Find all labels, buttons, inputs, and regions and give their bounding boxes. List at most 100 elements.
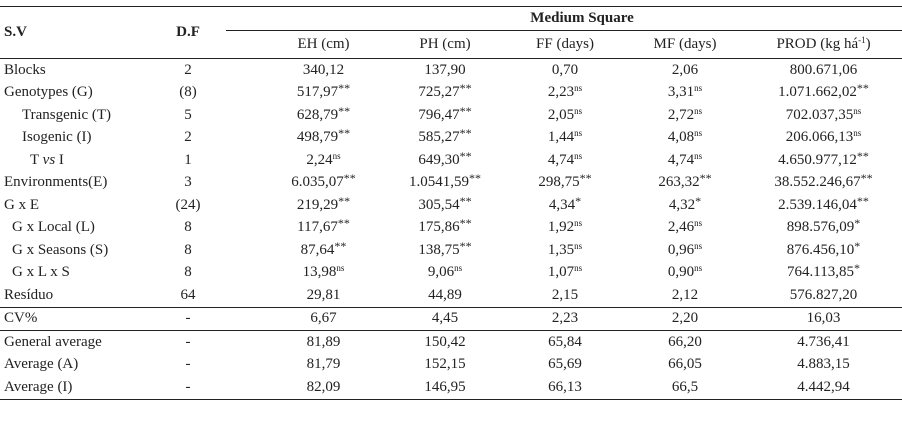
cell-eh: 628,79** xyxy=(296,103,351,123)
cell-eh: 498,79** xyxy=(296,126,351,146)
anova-table: S.V D.F Medium Square EH (cm) PH (cm) FF… xyxy=(0,6,902,400)
significance-mark: ** xyxy=(338,81,351,96)
cell-ph: 152,15 xyxy=(424,356,466,373)
cell-ph: 175,86** xyxy=(418,216,472,236)
table-row: G x E (24) 219,29** 305,54** 4,34* 4,32* 2.539… xyxy=(0,194,902,217)
cell-mf: 2,72ns xyxy=(667,105,703,123)
table-row: Isogenic (I) 2 498,79** 585,27** 1,44ns 4,08n… xyxy=(0,127,902,150)
cell-ff: 4,34* xyxy=(548,193,582,213)
cell-ff: 65,84 xyxy=(505,330,625,354)
cell-mf: 263,32** xyxy=(658,171,712,191)
cell-prod: 206.066,13ns xyxy=(785,128,862,146)
row-df: 2 xyxy=(184,61,192,78)
cell-ff: 1,07ns xyxy=(547,263,583,281)
row-label: Average (A) xyxy=(4,356,79,373)
row-label: Isogenic (I) xyxy=(22,129,92,146)
cell-eh: 219,29** xyxy=(296,193,351,213)
cell-eh: 29,81 xyxy=(306,286,341,303)
significance-mark: * xyxy=(854,216,861,231)
row-label: T vs I xyxy=(30,151,64,168)
significance-mark: ns xyxy=(694,150,703,161)
row-df: 5 xyxy=(184,106,192,123)
significance-mark: ** xyxy=(337,216,350,231)
header-medium-square: Medium Square xyxy=(262,6,902,31)
significance-mark: ns xyxy=(574,150,583,161)
significance-mark: ** xyxy=(579,171,592,186)
cell-ff: 1,92ns xyxy=(547,218,583,236)
row-df: 8 xyxy=(184,264,192,281)
significance-mark: ns xyxy=(694,105,703,116)
table-row: T vs I 1 2,24ns 649,30** 4,74ns 4,74ns 4.650.9… xyxy=(0,149,902,172)
significance-mark: ** xyxy=(459,238,472,253)
table-row: Blocks 2 340,12 137,90 0,70 2,06 800.671,06 xyxy=(0,59,902,82)
cell-mf: 66,05 xyxy=(668,356,702,373)
row-label: G x Seasons (S) xyxy=(12,241,109,258)
significance-mark: ** xyxy=(459,103,472,118)
table-row: CV% - 6,67 4,45 2,23 2,20 16,03 xyxy=(0,306,902,331)
significance-mark: ns xyxy=(694,128,703,139)
cell-prod: 2.539.146,04** xyxy=(778,193,869,213)
cell-prod: 576.827,20 xyxy=(789,286,858,303)
row-label: Environments(E) xyxy=(4,174,108,191)
row-df: 2 xyxy=(184,129,192,146)
cell-ph: 150,42 xyxy=(385,330,505,354)
cell-ph: 796,47** xyxy=(418,103,472,123)
cell-ph: 137,90 xyxy=(424,61,466,78)
significance-mark: ** xyxy=(856,148,869,163)
table-row: Environments(E) 3 6.035,07** 1.0541,59** 298… xyxy=(0,172,902,195)
cell-prod: 4.736,41 xyxy=(745,330,902,354)
cell-mf: 66,5 xyxy=(625,376,745,400)
significance-mark: ns xyxy=(336,263,345,274)
significance-mark: ns xyxy=(574,263,583,274)
table-row: Average (A) - 81,79 152,15 65,69 66,05 4.883,1… xyxy=(0,354,902,377)
cell-mf: 2,20 xyxy=(625,306,745,331)
cell-prod: 702.037,35ns xyxy=(785,105,862,123)
row-label: General average xyxy=(0,330,150,354)
header-prod: PROD (kg há-1) xyxy=(745,30,902,59)
significance-mark: ** xyxy=(856,81,869,96)
significance-mark: ns xyxy=(853,105,862,116)
cell-prod: 898.576,09* xyxy=(786,216,861,236)
cell-eh: 117,67** xyxy=(297,216,350,236)
cell-prod: 764.113,85* xyxy=(787,261,860,281)
table-row: G x Seasons (S) 8 87,64** 138,75** 1,35ns 0,9… xyxy=(0,239,902,262)
significance-mark: * xyxy=(695,193,702,208)
cell-ff: 298,75** xyxy=(538,171,592,191)
cell-mf: 2,46ns xyxy=(667,218,703,236)
cell-eh: 87,64** xyxy=(300,238,347,258)
significance-mark: ** xyxy=(343,171,356,186)
cell-ph: 649,30** xyxy=(418,148,472,168)
significance-mark: ** xyxy=(338,126,351,141)
header-eh: EH (cm) xyxy=(262,30,385,59)
significance-mark: ** xyxy=(469,171,481,186)
cell-prod: 4.883,15 xyxy=(797,356,850,373)
header-ff: FF (days) xyxy=(505,30,625,59)
significance-mark: ** xyxy=(699,171,712,186)
significance-mark: ** xyxy=(860,171,873,186)
row-label: G x E xyxy=(4,196,39,213)
cell-mf: 66,20 xyxy=(625,330,745,354)
row-label: Genotypes (G) xyxy=(4,84,93,101)
cell-ph: 305,54** xyxy=(418,193,472,213)
cell-prod: 38.552.246,67** xyxy=(774,171,873,191)
significance-mark: ** xyxy=(459,193,472,208)
row-df: 64 xyxy=(180,286,196,303)
row-df: (8) xyxy=(179,84,197,101)
row-df: - xyxy=(150,330,226,354)
cell-ff: 2,05ns xyxy=(547,105,583,123)
significance-mark: ns xyxy=(454,263,463,274)
cell-prod: 876.456,10* xyxy=(786,238,861,258)
cell-ph: 1.0541,59** xyxy=(409,171,481,191)
cell-eh: 6,67 xyxy=(262,306,385,331)
table-row: General average - 81,89 150,42 65,84 66,20 4.7… xyxy=(0,330,902,354)
significance-mark: ** xyxy=(856,193,869,208)
significance-mark: ** xyxy=(459,148,472,163)
significance-mark: ns xyxy=(574,128,583,139)
row-label: Transgenic (T) xyxy=(22,106,112,123)
significance-mark: ns xyxy=(853,128,862,139)
significance-mark: ns xyxy=(574,83,583,94)
significance-mark: ** xyxy=(338,103,351,118)
cell-prod: 4.650.977,12** xyxy=(778,148,869,168)
significance-mark: * xyxy=(854,238,861,253)
cell-mf: 0,90ns xyxy=(667,263,703,281)
